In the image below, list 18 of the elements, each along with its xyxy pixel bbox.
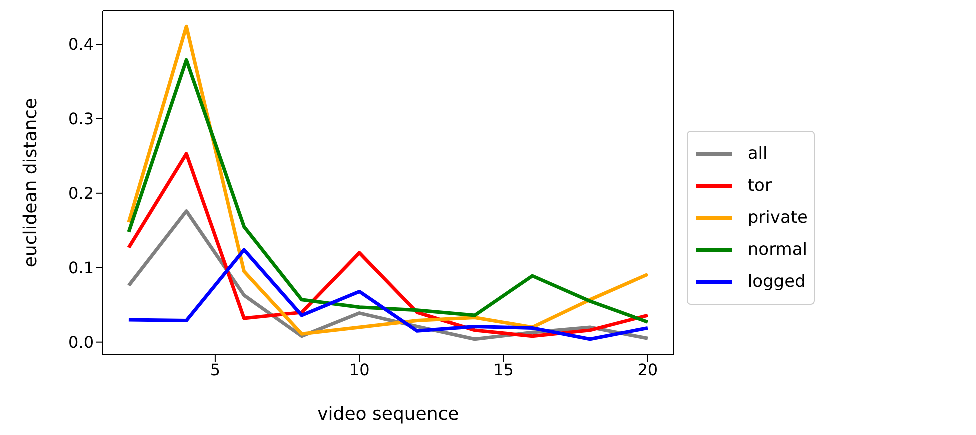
- y-tick-label: 0.3: [68, 110, 94, 129]
- y-tick-label: 0.4: [68, 35, 94, 54]
- legend-label: all: [748, 144, 768, 164]
- x-tick-label: 15: [494, 360, 514, 380]
- y-axis-title: euclidean distance: [20, 98, 42, 268]
- y-tick-label: 0.1: [68, 258, 94, 278]
- legend-label: normal: [748, 240, 808, 260]
- x-tick-label: 20: [638, 360, 658, 380]
- legend-label: private: [748, 208, 808, 228]
- x-axis-title: video sequence: [318, 404, 460, 425]
- x-tick-label: 5: [210, 360, 221, 380]
- legend-label: logged: [748, 272, 806, 292]
- y-tick-label: 0.0: [68, 333, 94, 352]
- legend-label: tor: [748, 176, 772, 196]
- line-series: [127, 152, 650, 338]
- y-tick-label: 0.2: [68, 184, 94, 204]
- line-series: [127, 248, 650, 342]
- x-tick-label: 10: [349, 360, 370, 380]
